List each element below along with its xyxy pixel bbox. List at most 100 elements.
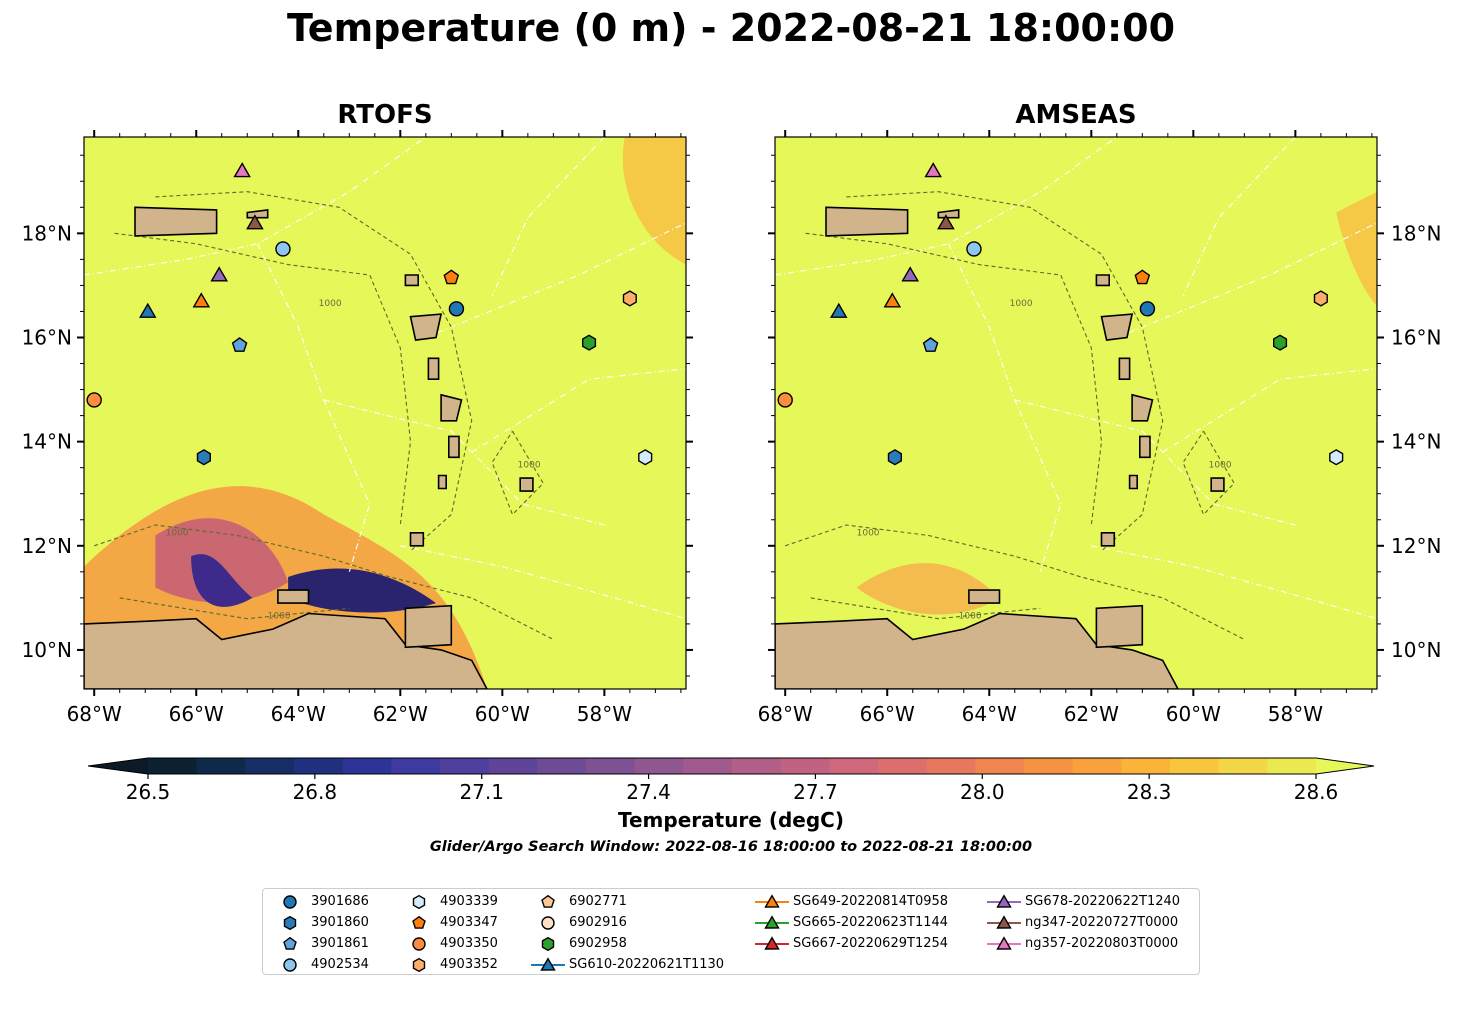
colorbar-segment: [148, 758, 198, 774]
lon-tick-label: 66°W: [860, 702, 915, 726]
legend-symbol: [764, 893, 780, 908]
legend-symbol: [540, 956, 556, 971]
legend-symbol: [283, 957, 297, 972]
contour-label: 1000: [319, 299, 342, 309]
marker-SG610-20220621T1130: [138, 302, 157, 318]
contour-label: 1000: [518, 461, 541, 471]
land-mass: [1095, 604, 1144, 649]
colorbar-segment: [829, 758, 879, 774]
legend-label: 4903352: [440, 957, 498, 972]
colorbar-segment: [294, 758, 344, 774]
land-mass: [84, 612, 488, 689]
legend-label: ng347-20220727T0000: [1025, 915, 1179, 930]
legend-marker: [531, 956, 565, 971]
colorbar-segment: [1218, 758, 1268, 774]
land-mass: [968, 589, 1001, 604]
lon-tick-label: 58°W: [1268, 702, 1323, 726]
legend-marker: [755, 914, 789, 929]
legend-item: ng347-20220727T0000: [987, 912, 1178, 933]
legend-item: 4903347: [402, 912, 498, 933]
lat-tick-label: 12°N: [1391, 534, 1441, 558]
marker-6902958: [1272, 334, 1288, 351]
legend-marker: [283, 894, 297, 909]
eez-boundary: [400, 545, 686, 620]
land-mass: [825, 206, 909, 237]
legend-marker: [755, 935, 789, 950]
marker-4903347: [443, 269, 460, 285]
marker-6902958: [582, 334, 597, 351]
marker-4903339: [1329, 449, 1344, 466]
legend-marker: [412, 894, 426, 909]
marker-ng347-20220727T0000: [246, 214, 264, 230]
legend-label: 4903339: [440, 894, 498, 909]
colorbar-segment: [1024, 758, 1074, 774]
legend-item: SG649-20220814T0958: [755, 891, 948, 912]
lat-tick-label: 16°N: [22, 325, 72, 349]
legend-marker: [987, 935, 1021, 950]
marker-4903352: [1313, 290, 1328, 307]
lat-tick-label: 10°N: [22, 638, 72, 662]
colorbar-segment: [391, 758, 441, 774]
bathymetry-contour: [94, 524, 554, 640]
legend-item: SG667-20220629T1254: [755, 933, 948, 954]
land-mass: [437, 474, 447, 490]
map-frame: [774, 136, 1378, 690]
legend-symbol: [764, 935, 780, 950]
legend-label: SG649-20220814T0958: [793, 894, 949, 909]
contour-label: 1000: [1209, 461, 1232, 471]
marker-3901861: [922, 337, 939, 352]
colorbar-label: Temperature (degC): [618, 808, 844, 832]
marker-ng357-20220803T0000: [924, 162, 942, 178]
warm-anomaly: [856, 563, 1000, 615]
lon-tick-label: 60°W: [1166, 702, 1221, 726]
panel-title-rtofs: RTOFS: [337, 100, 433, 130]
marker-4902534: [275, 241, 291, 257]
colorbar-tick-label: 28.0: [960, 780, 1005, 802]
legend-item: 6902958: [531, 933, 627, 954]
legend-label: SG678-20220622T1240: [1025, 894, 1181, 909]
bathymetry-contour: [846, 191, 1164, 552]
land-mass: [134, 206, 218, 237]
legend-label: 6902771: [569, 894, 627, 909]
marker-3901860: [196, 449, 212, 466]
marker-4903352: [622, 290, 637, 307]
land-mass: [404, 604, 453, 649]
colorbar-segment: [926, 758, 976, 774]
eez-boundary: [1091, 545, 1377, 620]
land-mass: [1118, 357, 1131, 380]
lon-tick-label: 64°W: [962, 702, 1017, 726]
land-mass: [937, 208, 960, 219]
lat-tick-label: 14°N: [22, 430, 72, 454]
legend-symbol: [764, 914, 780, 929]
legend-label: 6902958: [569, 936, 627, 951]
legend-item: 3901860: [273, 912, 369, 933]
lon-tick-label: 68°W: [758, 702, 813, 726]
colorbar-segment: [634, 758, 684, 774]
lon-tick-label: 62°W: [1064, 702, 1119, 726]
cool-anomaly: [155, 518, 289, 603]
marker-SG678-20220622T1240: [901, 266, 920, 282]
marker-4903350: [86, 392, 102, 408]
lon-tick-label: 64°W: [271, 702, 326, 726]
legend-marker: [541, 915, 555, 930]
legend-symbol: [412, 957, 426, 972]
marker-SG649-20220814T0958: [192, 292, 211, 308]
panel-title-amseas: AMSEAS: [1015, 100, 1137, 130]
legend-item: 3901861: [273, 933, 369, 954]
cold-core: [288, 568, 436, 613]
bathymetry-contour: [155, 191, 473, 552]
colorbar-segment: [1121, 758, 1171, 774]
legend-label: 3901860: [311, 915, 369, 930]
colorbar-segment: [780, 758, 830, 774]
legend-label: 4902534: [311, 957, 369, 972]
land-mass: [1100, 532, 1116, 547]
contour-label: 1000: [857, 528, 880, 538]
legend-item: 4903350: [402, 933, 498, 954]
lon-tick-label: 58°W: [577, 702, 632, 726]
cold-core: [191, 554, 253, 607]
legend-label: SG665-20220623T1144: [793, 915, 949, 930]
colorbar-tick-label: 26.8: [293, 780, 338, 802]
legend-symbol: [541, 894, 555, 908]
legend-item: 4903339: [402, 891, 498, 912]
